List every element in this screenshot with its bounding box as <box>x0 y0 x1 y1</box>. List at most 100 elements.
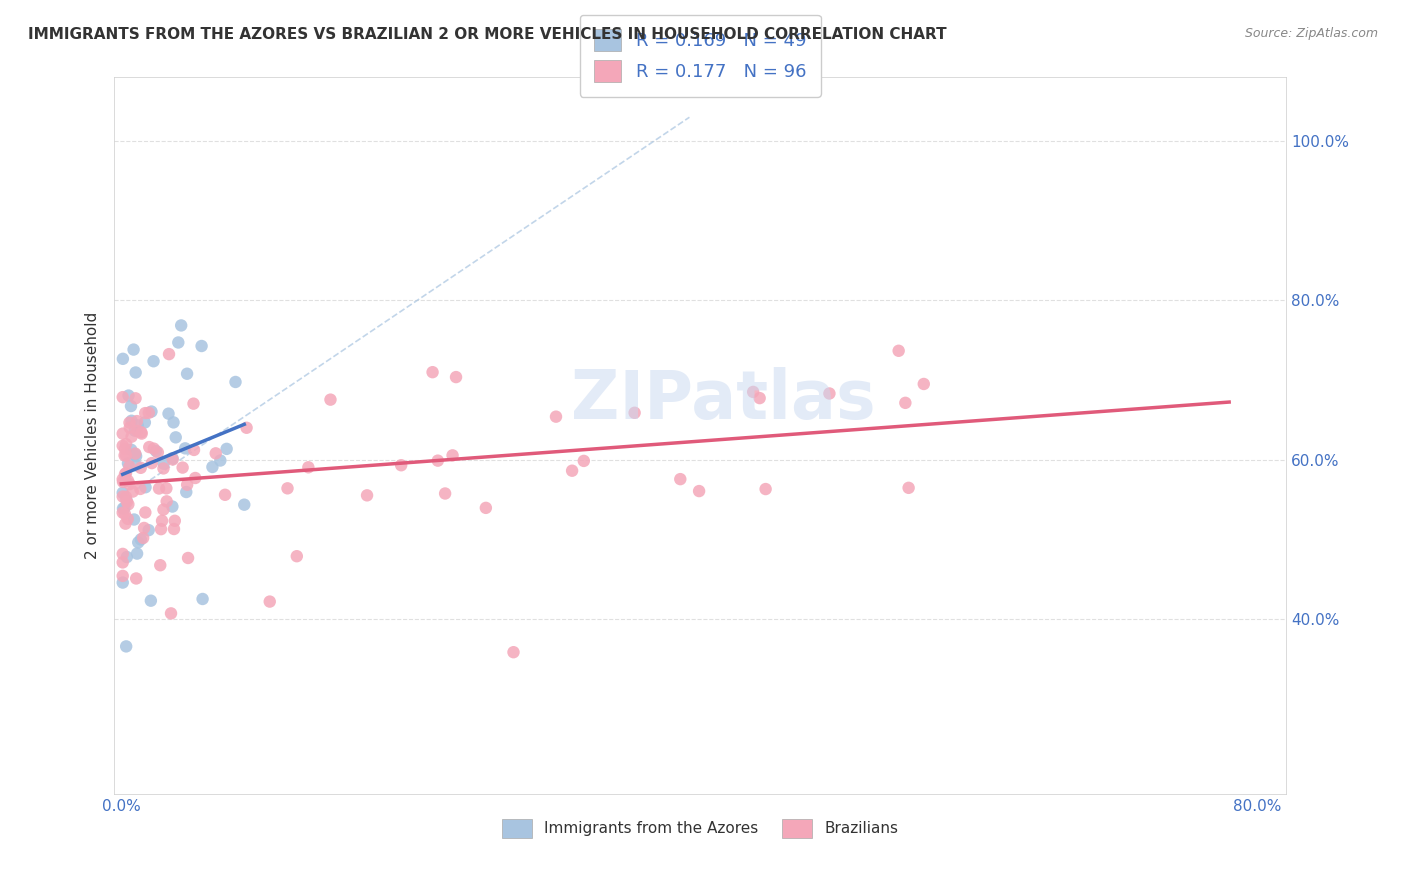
Point <box>127 535 149 549</box>
Point <box>818 386 841 401</box>
Point <box>259 594 281 608</box>
Point <box>167 335 190 350</box>
Point <box>441 449 464 463</box>
Point <box>214 488 236 502</box>
Point <box>124 424 146 438</box>
Legend: Immigrants from the Azores, Brazilians: Immigrants from the Azores, Brazilians <box>495 813 904 844</box>
Point <box>138 523 160 537</box>
Point <box>502 645 524 659</box>
Point <box>134 506 156 520</box>
Point <box>156 494 179 508</box>
Point <box>115 549 138 564</box>
Point <box>115 466 138 480</box>
Point <box>174 485 197 500</box>
Point <box>235 421 257 435</box>
Point <box>544 409 567 424</box>
Point <box>118 459 141 474</box>
Point <box>138 440 160 454</box>
Point <box>155 481 177 495</box>
Point <box>127 424 149 438</box>
Point <box>191 592 214 607</box>
Point <box>115 490 138 504</box>
Point <box>748 391 770 405</box>
Point <box>162 416 184 430</box>
Point <box>184 471 207 485</box>
Point <box>233 498 256 512</box>
Point <box>142 354 165 368</box>
Point <box>163 522 186 536</box>
Point <box>134 406 156 420</box>
Point <box>138 406 160 420</box>
Point <box>176 367 198 381</box>
Point <box>422 365 444 379</box>
Point <box>224 375 246 389</box>
Point <box>183 397 205 411</box>
Point <box>688 484 710 499</box>
Point <box>152 502 174 516</box>
Point <box>111 426 134 441</box>
Point <box>117 456 139 470</box>
Point <box>121 430 143 444</box>
Point <box>125 572 148 586</box>
Point <box>111 575 134 590</box>
Point <box>111 556 134 570</box>
Point <box>118 477 141 491</box>
Point <box>124 446 146 460</box>
Point <box>111 547 134 561</box>
Point <box>215 442 238 456</box>
Point <box>146 445 169 459</box>
Point <box>111 485 134 500</box>
Point <box>201 460 224 475</box>
Point <box>572 454 595 468</box>
Point <box>124 366 146 380</box>
Point <box>162 452 184 467</box>
Point <box>356 488 378 502</box>
Point <box>129 460 152 475</box>
Point <box>122 512 145 526</box>
Point <box>117 388 139 402</box>
Point <box>139 593 162 607</box>
Point <box>755 482 778 496</box>
Point <box>157 407 180 421</box>
Point <box>297 460 319 475</box>
Point <box>150 522 173 536</box>
Point <box>111 390 134 404</box>
Point <box>162 500 184 514</box>
Point <box>669 472 692 486</box>
Point <box>152 457 174 471</box>
Point <box>125 449 148 463</box>
Point <box>190 339 212 353</box>
Point <box>129 533 152 547</box>
Point <box>912 376 935 391</box>
Point <box>170 318 193 333</box>
Point <box>111 475 134 489</box>
Point <box>118 416 141 430</box>
Point <box>122 343 145 357</box>
Point <box>117 497 139 511</box>
Point <box>141 456 163 470</box>
Point <box>183 442 205 457</box>
Point <box>204 446 226 460</box>
Point <box>111 501 134 516</box>
Point <box>894 396 917 410</box>
Point <box>115 492 138 507</box>
Point <box>127 418 149 433</box>
Point <box>160 607 183 621</box>
Point <box>152 461 174 475</box>
Point <box>111 569 134 583</box>
Point <box>389 458 412 473</box>
Point <box>114 467 136 482</box>
Point <box>125 458 148 473</box>
Point <box>118 420 141 434</box>
Point <box>124 392 146 406</box>
Point <box>165 430 187 444</box>
Point <box>177 551 200 566</box>
Point <box>117 512 139 526</box>
Point <box>111 351 134 366</box>
Point <box>114 442 136 456</box>
Point <box>115 495 138 509</box>
Point <box>114 507 136 521</box>
Point <box>117 474 139 488</box>
Point <box>114 449 136 463</box>
Y-axis label: 2 or more Vehicles in Household: 2 or more Vehicles in Household <box>86 312 100 559</box>
